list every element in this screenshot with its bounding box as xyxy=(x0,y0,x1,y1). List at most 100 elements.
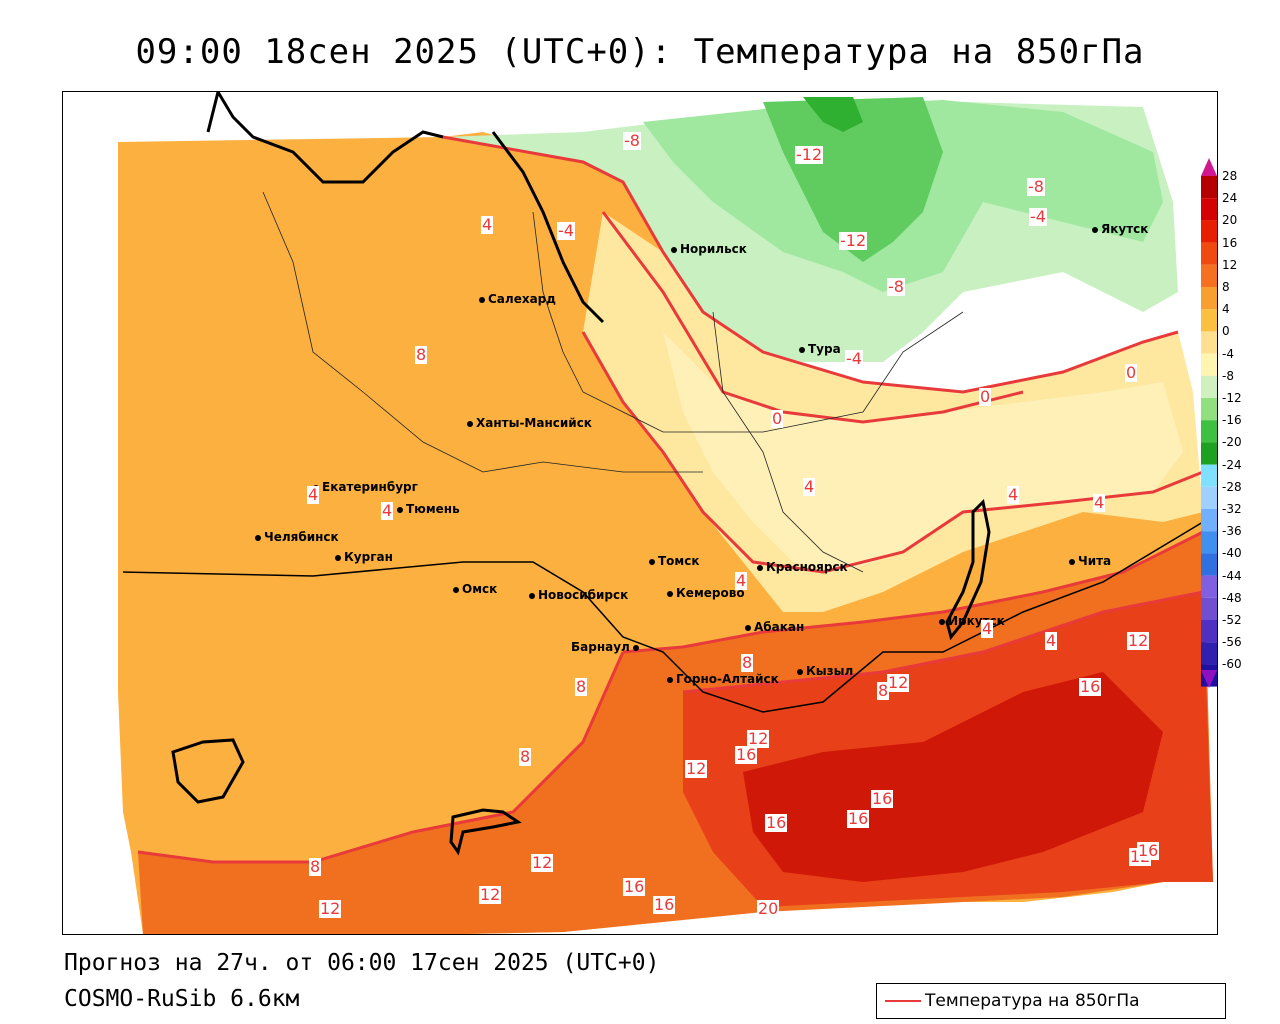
colorbar-tick-label: -12 xyxy=(1222,391,1242,405)
contour-label: 16 xyxy=(1137,841,1160,860)
coastline xyxy=(491,131,605,324)
city-marker-icon xyxy=(1092,226,1098,233)
contour-label: 12 xyxy=(1127,631,1150,650)
colorbar-tick-label: 28 xyxy=(1222,169,1238,183)
colorbar-tick-label: -20 xyxy=(1222,435,1242,450)
colorbar-tick-label: -44 xyxy=(1222,568,1242,583)
colorbar-cell xyxy=(1201,309,1217,332)
legend-line-swatch xyxy=(885,1000,921,1002)
city-marker-icon xyxy=(335,554,341,561)
contour-label: -8 xyxy=(623,131,641,150)
city-marker-icon xyxy=(745,624,751,631)
contour-label: 16 xyxy=(765,813,788,832)
contour-label: -12 xyxy=(839,231,868,250)
contour-line xyxy=(137,651,625,864)
contour-label: 20 xyxy=(757,899,780,918)
contour-label: 4 xyxy=(481,215,494,234)
colorbar-cell xyxy=(1201,553,1217,576)
city-yekaterinburg[interactable]: Екатеринбург xyxy=(313,480,418,494)
city-tura[interactable]: Тура xyxy=(799,342,841,356)
colorbar-tick-label: -60 xyxy=(1222,657,1242,672)
city-barnaul[interactable]: Барнаул xyxy=(571,640,642,654)
colorbar-cell xyxy=(1201,264,1217,287)
city-omsk[interactable]: Омск xyxy=(453,582,497,596)
colorbar-tick-label: -56 xyxy=(1222,635,1242,650)
contour-line xyxy=(442,135,1179,394)
city-kyzyl[interactable]: Кызыл xyxy=(797,664,853,678)
city-khanty-mansiysk[interactable]: Ханты-Мансийск xyxy=(467,416,592,430)
city-salekhard[interactable]: Салехард xyxy=(479,292,556,306)
city-marker-icon xyxy=(632,644,639,651)
contour-label: 16 xyxy=(847,809,870,828)
country-border xyxy=(122,521,1204,713)
contour-label: 8 xyxy=(877,681,890,700)
contour-label: -4 xyxy=(1029,207,1047,226)
city-novosibirsk[interactable]: Новосибирск xyxy=(529,588,628,602)
city-marker-icon xyxy=(529,592,535,599)
colorbar-tick-label: -8 xyxy=(1222,368,1234,383)
contour-label: 4 xyxy=(307,485,320,504)
map-title: 09:00 18сен 2025 (UTC+0): Температура на… xyxy=(135,32,1145,72)
colorbar-tick-label: 24 xyxy=(1222,191,1238,206)
contour-label: 4 xyxy=(1045,631,1058,650)
city-irkutsk[interactable]: Иркутск xyxy=(939,614,1005,628)
colorbar-tick-label: -16 xyxy=(1222,413,1242,428)
contour-line xyxy=(682,590,1204,694)
contour-label: 4 xyxy=(1093,493,1106,512)
contour-label: 0 xyxy=(771,409,784,428)
contour-label: 4 xyxy=(1007,485,1020,504)
map-area[interactable]: Норильск Якутск Салехард Тура Ханты-Манс… xyxy=(62,91,1218,935)
colorbar-tick-label: -48 xyxy=(1222,590,1242,605)
contour-label: -4 xyxy=(557,221,575,240)
colorbar-tick-label: -24 xyxy=(1222,457,1242,472)
field-cool-4 xyxy=(663,332,1183,572)
contour-label: 16 xyxy=(653,895,676,914)
contour-line xyxy=(622,530,1204,654)
forecast-info: Прогноз на 27ч. от 06:00 17сен 2025 (UTC… xyxy=(64,950,660,976)
city-marker-icon xyxy=(467,420,473,427)
colorbar-cell xyxy=(1201,375,1217,398)
city-yakutsk[interactable]: Якутск xyxy=(1092,222,1148,236)
city-chita[interactable]: Чита xyxy=(1069,554,1111,568)
colorbar-cell xyxy=(1201,486,1217,509)
colorbar-cell xyxy=(1201,331,1217,354)
colorbar-top-arrow-icon xyxy=(1201,158,1217,176)
colorbar-cell xyxy=(1201,531,1217,554)
city-krasnoyarsk[interactable]: Красноярск xyxy=(757,560,848,574)
city-chelyabinsk[interactable]: Челябинск xyxy=(255,530,339,544)
model-name: COSMO-RuSib 6.6км xyxy=(64,986,300,1012)
contour-label: 12 xyxy=(319,899,342,918)
contour-label: 8 xyxy=(415,345,428,364)
colorbar-cell xyxy=(1201,242,1217,265)
city-tomsk[interactable]: Томск xyxy=(649,554,700,568)
contour-label: 0 xyxy=(979,387,992,406)
field-hot-20 xyxy=(743,672,1163,882)
city-tyumen[interactable]: Тюмень xyxy=(397,502,460,516)
region-border xyxy=(262,191,703,473)
city-abakan[interactable]: Абакан xyxy=(745,620,804,634)
contour-label: -8 xyxy=(887,277,905,296)
city-marker-icon xyxy=(757,564,763,571)
contour-label: 8 xyxy=(741,653,754,672)
colorbar-tick-label: 16 xyxy=(1222,235,1238,250)
colorbar-cell xyxy=(1201,464,1217,487)
city-marker-icon xyxy=(671,246,677,253)
city-marker-icon xyxy=(797,668,803,675)
coastline xyxy=(206,92,444,184)
colorbar-svg xyxy=(1201,158,1217,688)
city-gorno-altaysk[interactable]: Горно-Алтайск xyxy=(667,672,779,686)
colorbar-tick-label: 12 xyxy=(1222,257,1238,272)
contour-label: 4 xyxy=(735,571,748,590)
contour-label: 12 xyxy=(479,885,502,904)
contour-label: 16 xyxy=(1079,677,1102,696)
city-kurgan[interactable]: Курган xyxy=(335,550,393,564)
contour-label: 4 xyxy=(981,619,994,638)
city-kemerovo[interactable]: Кемерово xyxy=(667,586,745,600)
region-border xyxy=(712,311,864,573)
colorbar-cell xyxy=(1201,176,1217,199)
contour-label: 8 xyxy=(309,857,322,876)
contour-label: 0 xyxy=(1125,363,1138,382)
field-cool-0 xyxy=(583,212,1203,612)
city-norilsk[interactable]: Норильск xyxy=(671,242,747,256)
colorbar-tick-label: -52 xyxy=(1222,613,1242,627)
